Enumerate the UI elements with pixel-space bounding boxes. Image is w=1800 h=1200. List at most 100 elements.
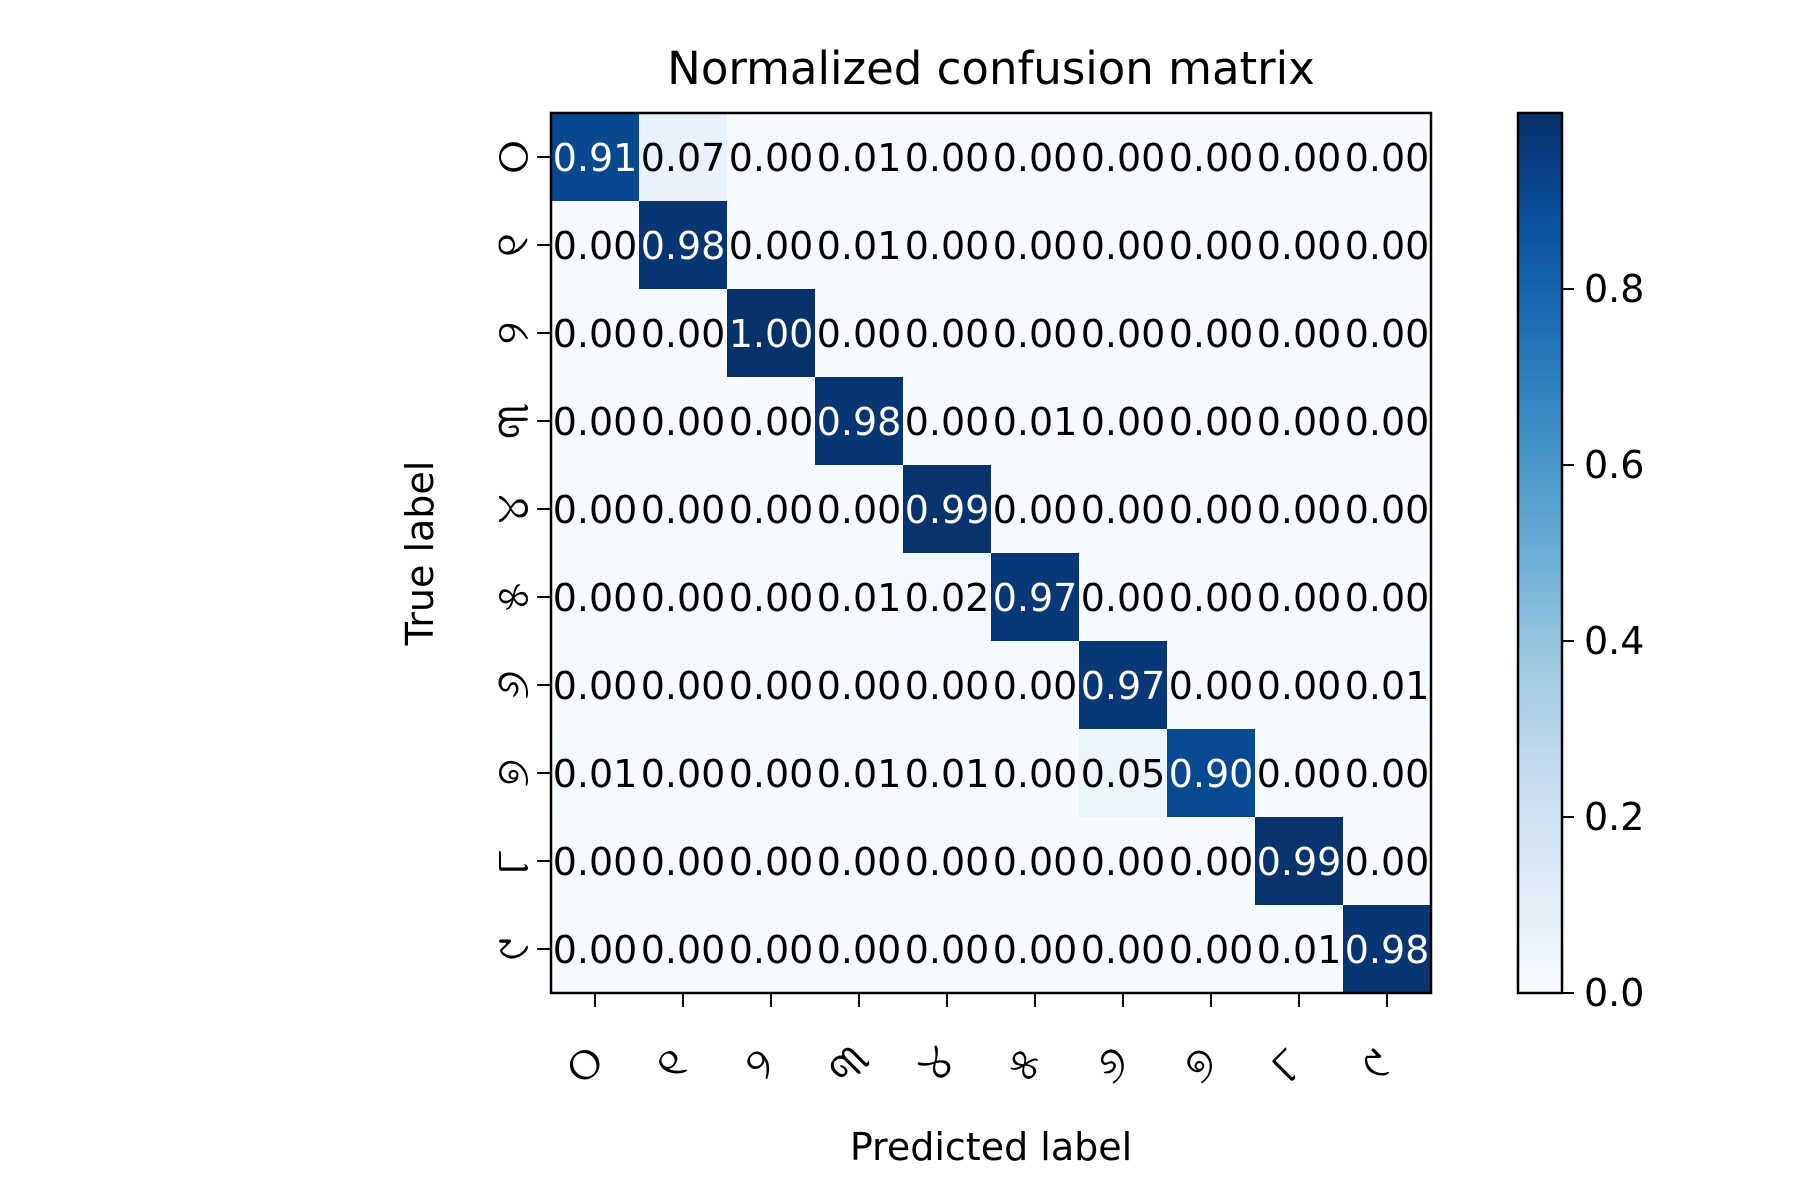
cell-value-label: 0.00 bbox=[905, 400, 990, 444]
cell-value-label: 0.99 bbox=[1257, 840, 1342, 884]
heatmap-cell bbox=[1255, 465, 1344, 554]
heatmap-cell bbox=[727, 377, 816, 466]
heatmap-cell bbox=[1255, 641, 1344, 730]
heatmap-cell bbox=[903, 113, 992, 202]
heatmap-cell bbox=[1255, 201, 1344, 290]
cell-value-label: 0.00 bbox=[1169, 400, 1254, 444]
cell-value-label: 0.00 bbox=[729, 576, 814, 620]
heatmap-cell bbox=[551, 729, 640, 818]
heatmap-cell bbox=[639, 289, 728, 378]
cell-value-label: 0.00 bbox=[641, 488, 726, 532]
x-tick-label: ୩ bbox=[816, 1032, 880, 1096]
cell-value-label: 0.00 bbox=[641, 312, 726, 356]
heatmap-cell bbox=[1255, 553, 1344, 642]
cell-value-label: 0.00 bbox=[1345, 488, 1430, 532]
x-tick-label: ୧ bbox=[644, 1036, 699, 1091]
heatmap-cell bbox=[815, 289, 904, 378]
cell-value-label: 0.00 bbox=[1081, 840, 1166, 884]
heatmap-cell bbox=[1343, 729, 1432, 818]
cell-value-label: 0.90 bbox=[1169, 752, 1254, 796]
cell-value-label: 0.00 bbox=[817, 312, 902, 356]
cell-value-label: 0.00 bbox=[553, 488, 638, 532]
cell-value-label: 0.01 bbox=[817, 752, 902, 796]
y-tick-label: ୫ bbox=[485, 583, 539, 612]
colorbar-tick-label: 0.8 bbox=[1584, 267, 1644, 311]
cell-value-label: 0.00 bbox=[1257, 576, 1342, 620]
heatmap-cell bbox=[991, 465, 1080, 554]
heatmap-cell bbox=[815, 113, 904, 202]
cell-value-label: 0.00 bbox=[1257, 488, 1342, 532]
cell-value-label: 0.00 bbox=[553, 576, 638, 620]
cell-value-label: 0.00 bbox=[1345, 400, 1430, 444]
heatmap-cell bbox=[1255, 729, 1344, 818]
cell-value-label: 0.98 bbox=[817, 400, 902, 444]
heatmap-cell bbox=[551, 201, 640, 290]
y-tick-label: ୧ bbox=[485, 233, 539, 257]
cell-value-label: 0.00 bbox=[1081, 136, 1166, 180]
heatmap-cell bbox=[815, 377, 904, 466]
x-axis-label: Predicted label bbox=[850, 1125, 1132, 1169]
cell-value-label: 0.00 bbox=[729, 224, 814, 268]
heatmap-cell bbox=[551, 113, 640, 202]
heatmap-cell bbox=[1079, 201, 1168, 290]
cell-value-label: 0.00 bbox=[1345, 312, 1430, 356]
heatmap-cell bbox=[991, 817, 1080, 906]
heatmap-cell bbox=[815, 729, 904, 818]
heatmap-cell bbox=[815, 553, 904, 642]
heatmap-cell bbox=[1167, 641, 1256, 730]
heatmap-cell bbox=[1167, 729, 1256, 818]
heatmap-cell bbox=[815, 817, 904, 906]
heatmap-cell bbox=[1079, 553, 1168, 642]
cell-value-label: 0.00 bbox=[641, 752, 726, 796]
cell-value-label: 0.00 bbox=[1257, 224, 1342, 268]
heatmap-cell bbox=[1079, 465, 1168, 554]
cell-value-label: 0.00 bbox=[553, 664, 638, 708]
cell-value-label: 0.07 bbox=[641, 136, 726, 180]
heatmap-cell bbox=[639, 641, 728, 730]
cell-value-label: 0.00 bbox=[1169, 312, 1254, 356]
heatmap-cell bbox=[991, 289, 1080, 378]
heatmap-cell bbox=[991, 113, 1080, 202]
cell-value-label: 0.00 bbox=[729, 928, 814, 972]
heatmap-cell bbox=[551, 641, 640, 730]
cell-value-label: 0.00 bbox=[1169, 576, 1254, 620]
heatmap-cell bbox=[551, 905, 640, 994]
cell-value-label: 0.01 bbox=[817, 576, 902, 620]
cell-value-label: 0.00 bbox=[1345, 136, 1430, 180]
heatmap-cell bbox=[1343, 905, 1432, 994]
heatmap-cells: 0.91 0.07 0.00 0.01 0.00 0.00 0.00 0.00 0.00 0.00… bbox=[551, 113, 1432, 994]
heatmap-cell bbox=[903, 905, 992, 994]
cell-value-label: 0.00 bbox=[993, 664, 1078, 708]
cell-value-label: 0.00 bbox=[905, 312, 990, 356]
cell-value-label: 0.00 bbox=[1169, 664, 1254, 708]
colorbar-tick-label: 0.2 bbox=[1584, 795, 1644, 839]
heatmap-cell bbox=[639, 201, 728, 290]
y-axis-label: True label bbox=[398, 461, 442, 647]
heatmap-cell bbox=[903, 553, 992, 642]
cell-value-label: 0.00 bbox=[1169, 224, 1254, 268]
cell-value-label: 0.00 bbox=[1345, 752, 1430, 796]
x-tick-label: ୫ bbox=[994, 1034, 1052, 1092]
cell-value-label: 0.00 bbox=[641, 840, 726, 884]
cell-value-label: 0.00 bbox=[817, 928, 902, 972]
x-tick-label: ୯ bbox=[1349, 1037, 1403, 1091]
heatmap-cell bbox=[991, 201, 1080, 290]
y-tick-label: ୮ bbox=[485, 849, 539, 873]
heatmap-cell bbox=[1079, 817, 1168, 906]
heatmap-cell bbox=[1343, 377, 1432, 466]
colorbar-ticks: 0.0 0.2 0.4 0.6 0.8 bbox=[1562, 267, 1644, 1015]
cell-value-label: 0.00 bbox=[905, 928, 990, 972]
heatmap-cell bbox=[991, 905, 1080, 994]
cell-value-label: 0.01 bbox=[1257, 928, 1342, 972]
heatmap-cell bbox=[727, 905, 816, 994]
x-tick-label: ୪ bbox=[906, 1034, 965, 1093]
heatmap-cell bbox=[639, 729, 728, 818]
cell-value-label: 0.00 bbox=[729, 400, 814, 444]
heatmap-cell bbox=[1255, 377, 1344, 466]
heatmap-cell bbox=[551, 553, 640, 642]
cell-value-label: 0.00 bbox=[553, 312, 638, 356]
heatmap-cell bbox=[815, 465, 904, 554]
heatmap-cell bbox=[991, 641, 1080, 730]
cell-value-label: 0.00 bbox=[993, 488, 1078, 532]
colorbar-tick-label: 0.4 bbox=[1584, 619, 1644, 663]
